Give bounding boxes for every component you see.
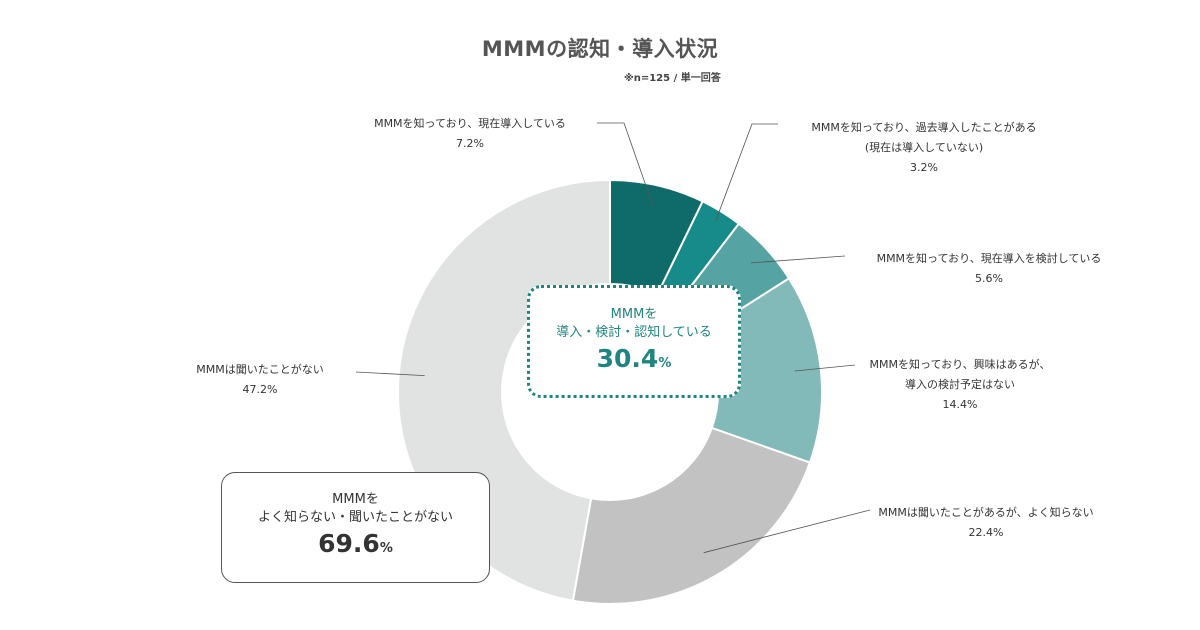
leader-line-3 [750,255,846,264]
leader-line-2 [715,123,778,221]
chart-subtitle: ※n=125 / 単一回答 [624,73,721,84]
leader-line-6 [355,371,425,377]
slice-value-label-4: 14.4% [943,398,978,411]
slice-value-label-3: 5.6% [975,272,1003,285]
donut-slice-5 [571,426,812,605]
aware-summary-line1: MMMを [610,307,658,322]
aware-summary-number: 30.4 [596,344,659,373]
unaware-summary-line1: MMMを [332,492,379,507]
unaware-summary-line2: よく知らない・聞いたことがない [257,510,453,525]
unaware-summary-value: 69.6% [222,527,489,566]
leader-line-5 [703,509,871,554]
slice-labels: MMMを知っており、現在導入している 7.2% MMMを知っており、過去導入したこと… [196,116,1101,539]
slice-label-1: MMMを知っており、現在導入している [374,116,566,130]
slice-label-2: MMMを知っており、過去導入したことがある [811,120,1036,134]
unaware-summary-number: 69.6 [318,529,380,558]
slice-value-label-2: 3.2% [910,161,938,174]
unaware-summary-box: MMMを よく知らない・聞いたことがない 69.6% [221,472,490,583]
aware-summary-line2: 導入・検討・認知している [556,325,712,340]
chart-title: MMMの認知・導入状況 [481,37,719,61]
slice-value-label-1: 7.2% [456,137,484,150]
slice-label-2: (現在は導入していない) [865,140,983,154]
leader-line-4 [794,364,856,372]
slice-label-6: MMMは聞いたことがない [196,362,323,376]
slice-value-label-6: 47.2% [243,383,278,396]
slice-label-4: MMMを知っており、興味はあるが、 [870,357,1051,371]
slice-label-4: 導入の検討予定はない [905,377,1015,391]
leader-lines [355,122,871,554]
slice-value-label-5: 22.4% [969,526,1004,539]
slice-label-3: MMMを知っており、現在導入を検討している [877,251,1102,265]
aware-summary-value: 30.4% [530,342,738,381]
aware-summary-box: MMMを 導入・検討・認知している 30.4% [527,285,741,398]
unaware-summary-unit: % [379,541,393,556]
slice-label-5: MMMは聞いたことがあるが、よく知らない [878,505,1093,519]
leader-line-1 [597,122,654,206]
aware-summary-unit: % [658,356,672,371]
